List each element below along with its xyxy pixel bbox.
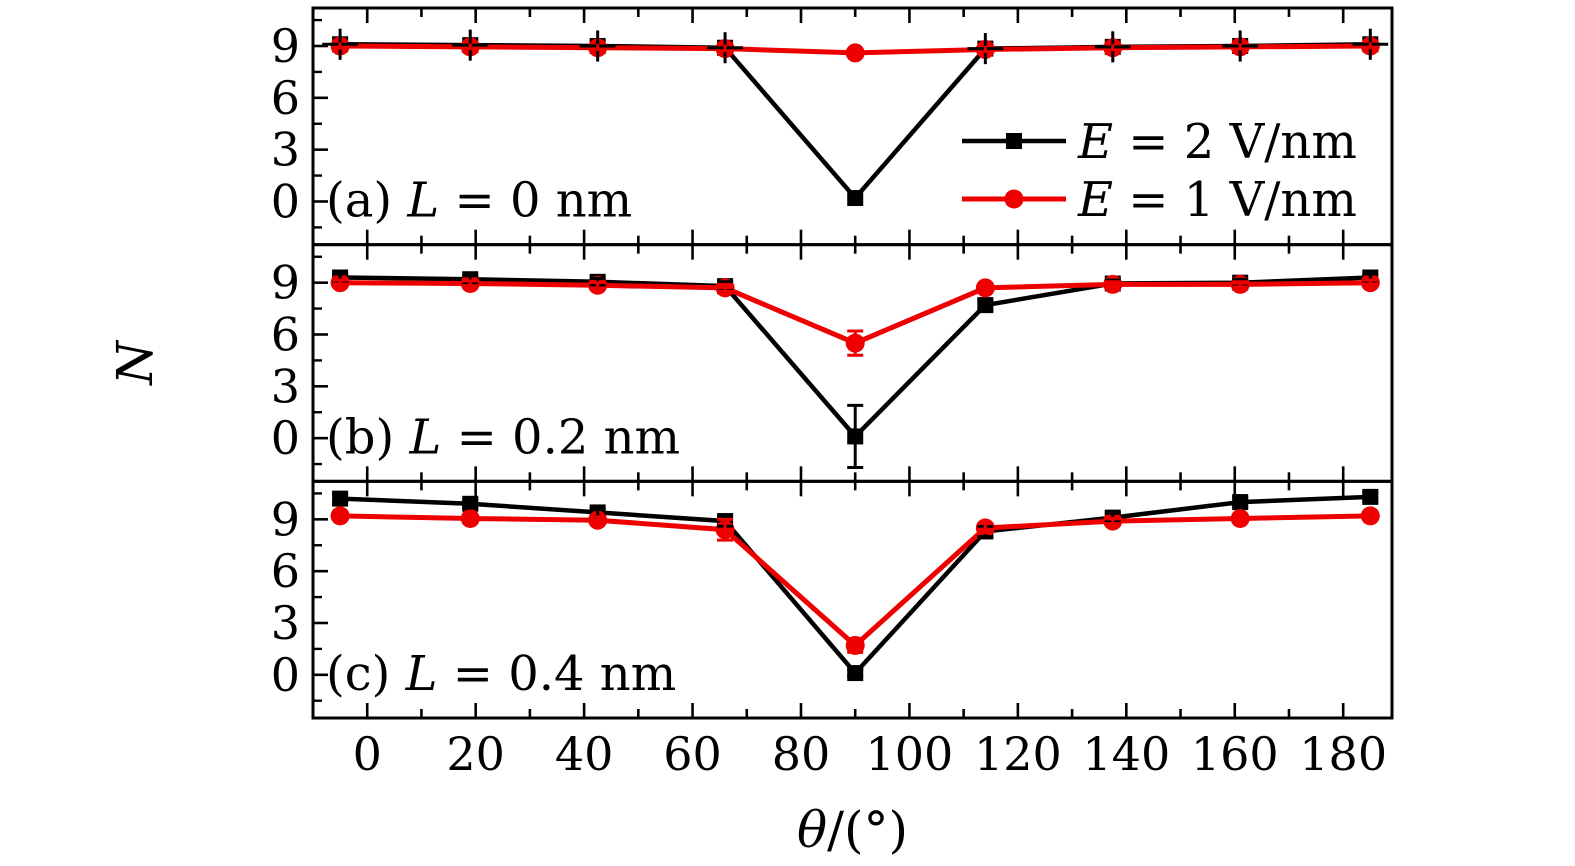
y-tick-label: 0 [271,174,300,228]
y-tick-label: 6 [271,307,300,361]
x-axis-label: θ/(°) [797,801,908,859]
y-tick-label: 3 [271,596,300,650]
legend-label-E2: E = 2 V/nm [1077,114,1357,170]
x-tick-label: 100 [866,727,954,781]
x-ticks [365,244,1345,482]
series [330,488,1380,682]
x-tick-label: 60 [663,727,722,781]
y-tick-label: 9 [271,492,300,546]
error-bars-E1 [332,278,1379,357]
x-tick-label: 180 [1299,727,1387,781]
x-ticks [365,8,1345,245]
y-tick-label: 0 [271,411,300,465]
x-tick-label: 120 [974,727,1062,781]
legend-entry-E1: E = 1 V/nm [962,172,1357,228]
x-tick-label: 40 [555,727,614,781]
panel-label-c: (c) L = 0.4 nm [326,646,676,702]
x-ticks [365,481,1345,718]
panel-frame [311,479,1394,720]
data-point-circle [1004,189,1024,209]
y-tick-label: 3 [271,123,300,177]
x-tick-label: 160 [1191,727,1279,781]
y-tick-label: 3 [271,359,300,413]
y-tick-label: 9 [271,19,300,73]
legend-label-E1: E = 1 V/nm [1077,172,1357,228]
x-tick-labels: 0 20 40 60 80 100 120 140 160 180 [353,727,1388,781]
y-axis-label: N [106,339,164,386]
x-tick-label: 80 [772,727,831,781]
y-tick-label: 6 [271,71,300,125]
series [322,28,1389,207]
y-tick-label: 6 [271,544,300,598]
x-tick-label: 0 [353,727,382,781]
legend: E = 2 V/nmE = 1 V/nm [962,114,1357,228]
data-point-square [1006,133,1022,149]
error-bars-E1 [332,511,1379,654]
series [330,269,1380,470]
x-tick-label: 140 [1082,727,1170,781]
panel-label-a: (a) L = 0 nm [326,173,632,229]
y-tick-label: 0 [271,648,300,702]
error-bars-E1 [338,42,1372,57]
x-tick-label: 20 [446,727,505,781]
legend-entry-E2: E = 2 V/nm [962,114,1357,170]
panel-label-b: (b) L = 0.2 nm [326,409,680,465]
y-tick-label: 9 [271,256,300,310]
